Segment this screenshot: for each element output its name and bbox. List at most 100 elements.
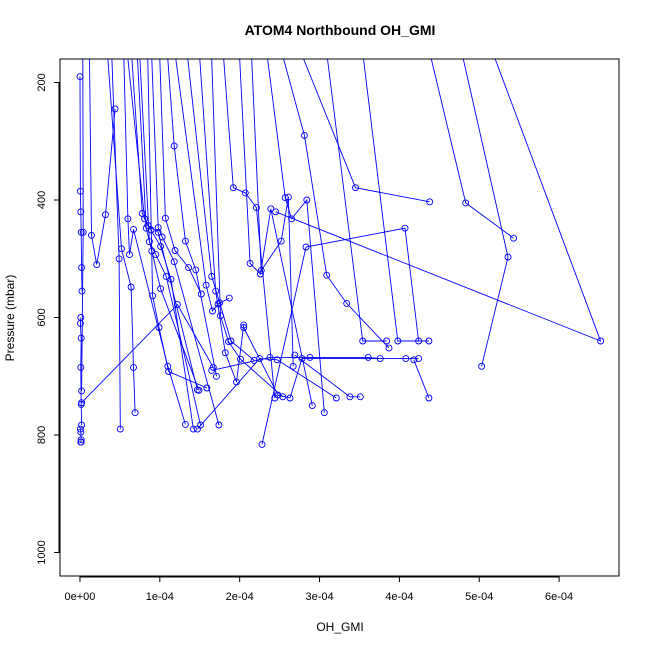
data-point xyxy=(359,337,367,345)
data-point xyxy=(237,355,244,363)
data-point xyxy=(209,307,216,315)
data-point xyxy=(425,394,433,402)
profile-10 xyxy=(137,59,203,394)
data-point xyxy=(256,270,264,278)
profile-6 xyxy=(111,59,124,433)
data-point xyxy=(332,394,340,402)
data-point xyxy=(291,351,299,359)
x-tick-label: 0e+00 xyxy=(65,591,96,603)
profile-line xyxy=(89,59,116,265)
data-point xyxy=(78,421,86,429)
data-point xyxy=(257,267,265,274)
data-point xyxy=(273,356,281,364)
profile-27 xyxy=(363,59,433,345)
data-point xyxy=(267,205,275,213)
data-point xyxy=(171,247,179,254)
profile-29 xyxy=(462,59,512,370)
data-point xyxy=(383,337,391,345)
profile-7 xyxy=(123,59,189,428)
data-point xyxy=(145,238,153,246)
y-axis: 200 400 600 800 1000 xyxy=(36,73,60,565)
data-point xyxy=(462,199,470,207)
data-point xyxy=(126,251,133,259)
profile-23 xyxy=(267,59,328,417)
data-point xyxy=(111,105,119,113)
profile-line xyxy=(111,59,121,430)
profile-5 xyxy=(107,59,139,417)
data-point xyxy=(229,184,237,192)
data-point xyxy=(274,391,282,399)
profile-20 xyxy=(223,59,279,402)
data-point xyxy=(281,194,289,202)
profile-3 xyxy=(78,59,87,395)
data-point xyxy=(323,271,331,279)
y-tick-label: 200 xyxy=(36,73,48,91)
data-point xyxy=(426,198,434,206)
data-point xyxy=(510,234,518,242)
data-point xyxy=(154,228,162,236)
profile-line xyxy=(211,356,381,371)
data-point xyxy=(289,362,297,370)
data-point xyxy=(402,355,410,363)
profile-24 xyxy=(283,59,393,352)
x-tick-label: 2e-04 xyxy=(226,591,254,603)
profile-33 xyxy=(258,224,423,448)
profile-line xyxy=(79,429,82,443)
profile-11 xyxy=(139,59,204,429)
data-point xyxy=(173,301,181,309)
data-point xyxy=(217,312,224,320)
data-point xyxy=(356,393,364,401)
profile-line xyxy=(187,59,255,361)
data-point xyxy=(181,237,189,245)
chart-title: ATOM4 Northbound OH_GMI xyxy=(245,22,436,38)
x-axis: 0e+00 1e-04 2e-04 3e-04 4e-04 5e-04 6e-04 xyxy=(65,576,573,603)
data-point xyxy=(152,251,160,259)
data-point xyxy=(162,272,170,280)
data-point xyxy=(158,233,166,241)
data-point xyxy=(385,344,393,352)
profile-line xyxy=(123,59,186,425)
data-point xyxy=(77,438,85,446)
x-tick-label: 6e-04 xyxy=(545,591,573,603)
profile-line xyxy=(147,59,208,389)
profile-line xyxy=(199,59,245,383)
data-point xyxy=(170,258,178,266)
data-point xyxy=(252,204,260,212)
data-point xyxy=(155,324,163,331)
data-point xyxy=(240,324,248,331)
profile-12 xyxy=(147,59,211,392)
data-point xyxy=(181,420,189,428)
data-point xyxy=(478,362,486,370)
data-point xyxy=(415,337,423,345)
profile-0 xyxy=(76,73,86,295)
data-point xyxy=(352,184,359,192)
data-point xyxy=(306,353,314,361)
profile-1 xyxy=(76,314,86,429)
data-point xyxy=(193,425,201,433)
profile-line xyxy=(303,59,430,203)
data-point xyxy=(130,225,137,233)
data-point xyxy=(504,253,512,261)
data-point xyxy=(394,337,402,345)
data-point xyxy=(286,394,294,402)
profile-25 xyxy=(303,59,434,206)
data-point xyxy=(225,338,232,346)
profile-line xyxy=(267,59,325,413)
data-point xyxy=(88,231,95,239)
data-point xyxy=(189,425,197,433)
profile-line xyxy=(81,59,84,391)
profile-line xyxy=(430,59,514,239)
data-point xyxy=(131,409,139,417)
profile-34 xyxy=(240,324,423,402)
data-point xyxy=(142,224,150,232)
y-tick-label: 600 xyxy=(36,308,48,326)
data-point xyxy=(77,428,85,436)
data-point xyxy=(221,349,229,357)
profile-16 xyxy=(175,59,233,315)
profile-line xyxy=(283,59,390,349)
data-point xyxy=(78,387,86,395)
profile-line xyxy=(79,76,83,292)
data-point xyxy=(213,372,220,380)
profile-18 xyxy=(199,59,248,386)
profile-line xyxy=(131,59,198,390)
